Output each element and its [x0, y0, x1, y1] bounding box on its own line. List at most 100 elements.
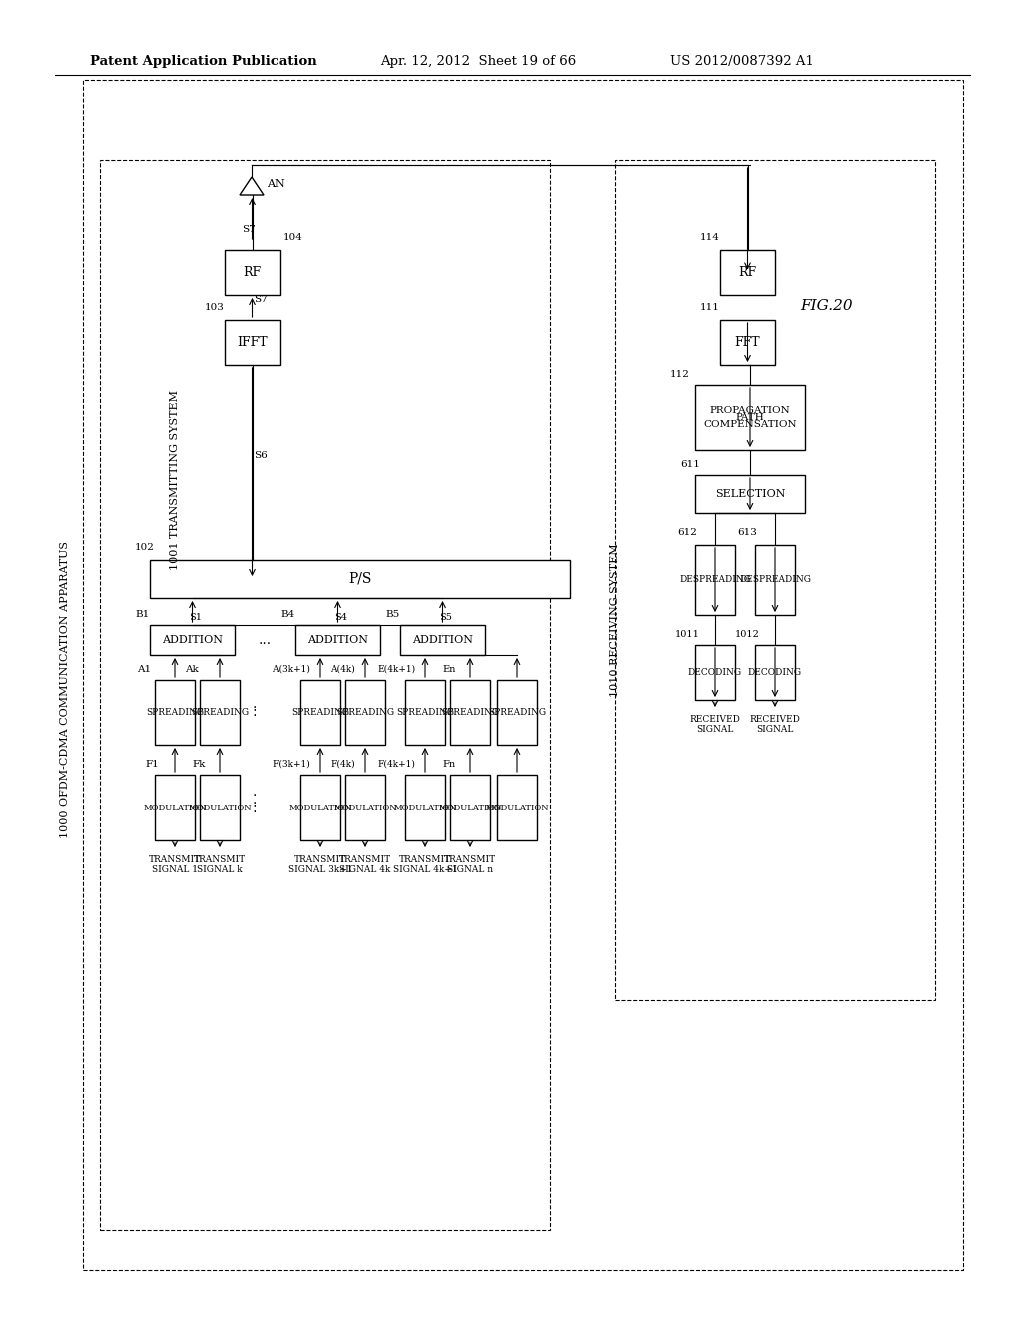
- Text: DECODING: DECODING: [748, 668, 802, 677]
- Text: 103: 103: [205, 304, 225, 312]
- FancyBboxPatch shape: [720, 319, 775, 366]
- Text: TRANSMIT
SIGNAL 1: TRANSMIT SIGNAL 1: [148, 855, 201, 874]
- FancyBboxPatch shape: [300, 680, 340, 744]
- Text: SPREADING: SPREADING: [396, 708, 454, 717]
- Text: 1010 RECEIVING SYSTEM: 1010 RECEIVING SYSTEM: [610, 544, 620, 697]
- Text: RF: RF: [244, 267, 261, 279]
- Text: Patent Application Publication: Patent Application Publication: [90, 55, 316, 69]
- Text: ADDITION: ADDITION: [307, 635, 368, 645]
- FancyBboxPatch shape: [497, 680, 537, 744]
- Text: 102: 102: [135, 543, 155, 552]
- Text: .: .: [253, 697, 257, 711]
- Text: S5: S5: [439, 612, 453, 622]
- Text: Ak: Ak: [185, 665, 199, 675]
- Text: PROPAGATION: PROPAGATION: [710, 407, 791, 414]
- Text: RF: RF: [738, 267, 757, 279]
- Text: 611: 611: [680, 459, 699, 469]
- Text: ...: ...: [258, 634, 271, 647]
- FancyBboxPatch shape: [400, 624, 485, 655]
- FancyBboxPatch shape: [695, 475, 805, 513]
- Text: F(4k): F(4k): [330, 760, 354, 770]
- FancyBboxPatch shape: [150, 560, 570, 598]
- Text: IFFT: IFFT: [238, 337, 268, 348]
- Text: US 2012/0087392 A1: US 2012/0087392 A1: [670, 55, 814, 69]
- FancyBboxPatch shape: [695, 385, 805, 450]
- Text: 104: 104: [283, 234, 303, 242]
- Text: A(3k+1): A(3k+1): [272, 665, 310, 675]
- FancyBboxPatch shape: [755, 645, 795, 700]
- Text: .: .: [253, 784, 257, 799]
- Text: S1: S1: [189, 612, 203, 622]
- Text: F(4k+1): F(4k+1): [377, 760, 415, 770]
- Text: 1011: 1011: [675, 630, 699, 639]
- Text: 612: 612: [677, 528, 697, 537]
- Text: Fn: Fn: [442, 760, 455, 770]
- Text: En: En: [442, 665, 456, 675]
- Text: MODULATION: MODULATION: [288, 804, 352, 812]
- Text: MODULATION: MODULATION: [438, 804, 502, 812]
- Text: A(4k): A(4k): [330, 665, 354, 675]
- Text: SELECTION: SELECTION: [715, 488, 785, 499]
- Text: TRANSMIT
SIGNAL n: TRANSMIT SIGNAL n: [444, 855, 496, 874]
- Text: COMPENSATION: COMPENSATION: [703, 420, 797, 429]
- Text: B4: B4: [280, 610, 294, 619]
- FancyBboxPatch shape: [345, 680, 385, 744]
- Text: TRANSMIT
SIGNAL 3k+1: TRANSMIT SIGNAL 3k+1: [288, 855, 352, 874]
- FancyBboxPatch shape: [450, 680, 490, 744]
- Text: MODULATION: MODULATION: [333, 804, 397, 812]
- Text: MODULATION: MODULATION: [393, 804, 457, 812]
- Text: TRANSMIT
SIGNAL k: TRANSMIT SIGNAL k: [194, 855, 246, 874]
- Text: FIG.20: FIG.20: [800, 300, 853, 313]
- FancyBboxPatch shape: [295, 624, 380, 655]
- Text: SPREADING: SPREADING: [146, 708, 204, 717]
- Text: DESPREADING: DESPREADING: [679, 576, 751, 585]
- Text: S7: S7: [255, 296, 268, 305]
- Text: ADDITION: ADDITION: [412, 635, 473, 645]
- Text: S6: S6: [255, 450, 268, 459]
- Text: DECODING: DECODING: [688, 668, 742, 677]
- FancyBboxPatch shape: [200, 775, 240, 840]
- FancyBboxPatch shape: [200, 680, 240, 744]
- Text: .: .: [253, 792, 257, 807]
- Text: MODULATION: MODULATION: [143, 804, 207, 812]
- FancyBboxPatch shape: [345, 775, 385, 840]
- Text: TRANSMIT
SIGNAL 4k+1: TRANSMIT SIGNAL 4k+1: [392, 855, 458, 874]
- Text: 1012: 1012: [735, 630, 760, 639]
- Text: 112: 112: [670, 370, 690, 379]
- Text: FFT: FFT: [734, 337, 760, 348]
- Text: 114: 114: [700, 234, 720, 242]
- Text: DESPREADING: DESPREADING: [739, 576, 811, 585]
- Text: MODULATION: MODULATION: [188, 804, 252, 812]
- Text: 1000 OFDM-CDMA COMMUNICATION APPARATUS: 1000 OFDM-CDMA COMMUNICATION APPARATUS: [60, 541, 70, 838]
- FancyBboxPatch shape: [225, 319, 280, 366]
- Text: RECEIVED
SIGNAL: RECEIVED SIGNAL: [750, 715, 801, 734]
- Text: F1: F1: [145, 760, 159, 770]
- FancyBboxPatch shape: [225, 249, 280, 294]
- Text: F(3k+1): F(3k+1): [272, 760, 309, 770]
- FancyBboxPatch shape: [155, 680, 195, 744]
- FancyBboxPatch shape: [300, 775, 340, 840]
- Text: SPREADING: SPREADING: [291, 708, 349, 717]
- Text: A1: A1: [137, 665, 152, 675]
- Text: AN: AN: [267, 180, 285, 189]
- FancyBboxPatch shape: [695, 545, 735, 615]
- Text: 1001 TRANSMITTING SYSTEM: 1001 TRANSMITTING SYSTEM: [170, 389, 180, 570]
- Text: S4: S4: [335, 612, 347, 622]
- Text: :: :: [253, 800, 257, 814]
- Text: PATH: PATH: [735, 413, 764, 422]
- Text: TRANSMIT
SIGNAL 4k: TRANSMIT SIGNAL 4k: [339, 855, 391, 874]
- Text: B5: B5: [385, 610, 399, 619]
- Text: ADDITION: ADDITION: [162, 635, 223, 645]
- Text: Fk: Fk: [193, 760, 206, 770]
- Text: SPREADING: SPREADING: [441, 708, 499, 717]
- Text: 111: 111: [700, 304, 720, 312]
- Text: :: :: [253, 705, 257, 719]
- Text: E(4k+1): E(4k+1): [377, 665, 415, 675]
- FancyBboxPatch shape: [406, 775, 445, 840]
- Text: SPREADING: SPREADING: [488, 708, 546, 717]
- FancyBboxPatch shape: [720, 249, 775, 294]
- Text: P/S: P/S: [348, 572, 372, 586]
- FancyBboxPatch shape: [155, 775, 195, 840]
- Text: Apr. 12, 2012  Sheet 19 of 66: Apr. 12, 2012 Sheet 19 of 66: [380, 55, 577, 69]
- Text: SPREADING: SPREADING: [336, 708, 394, 717]
